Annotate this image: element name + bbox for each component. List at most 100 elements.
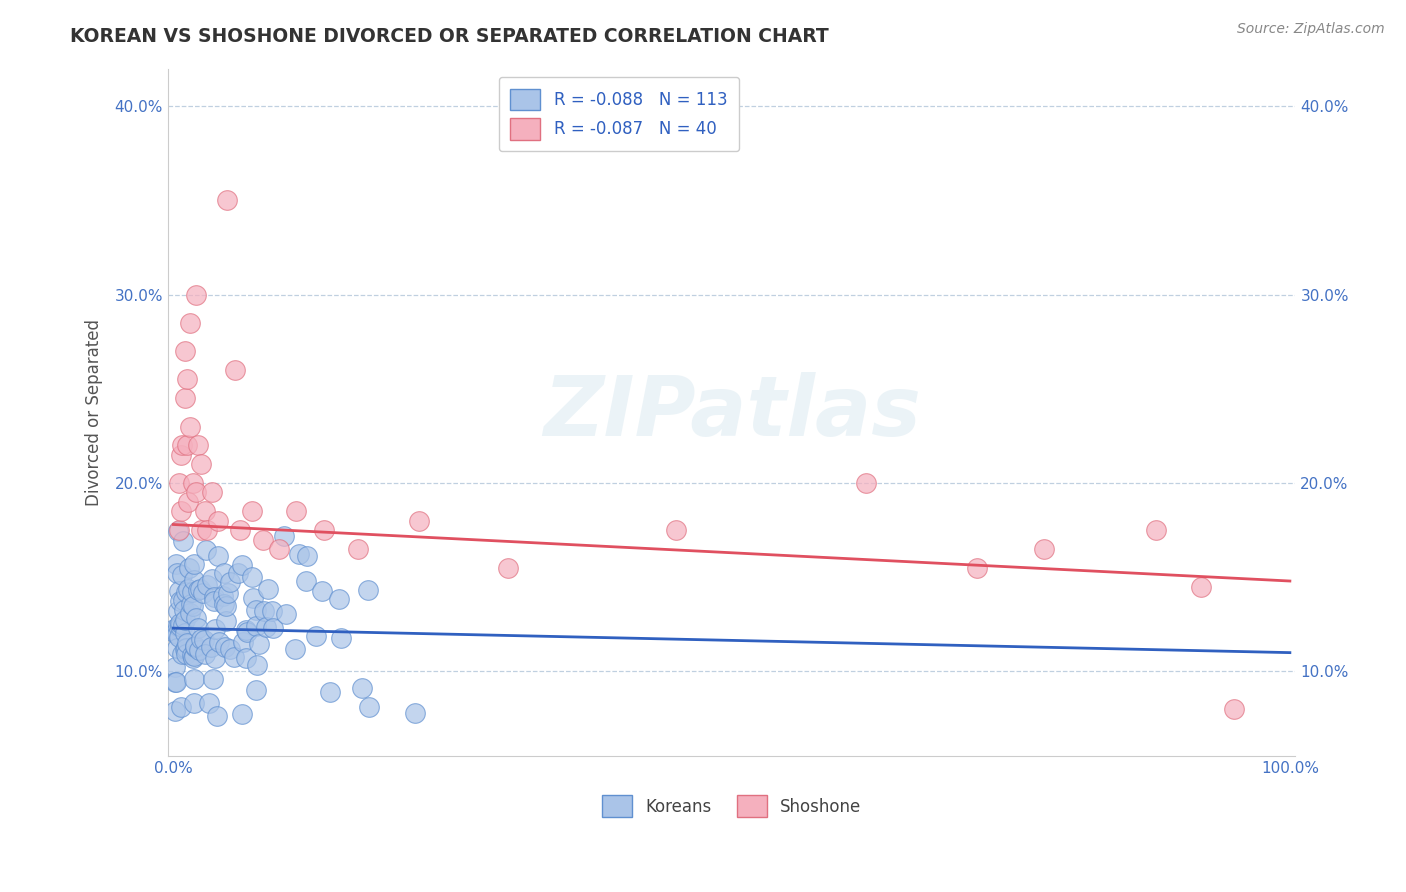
Point [284, 641, 307, 656]
Point [183, 649, 205, 664]
Point [194, 647, 217, 661]
Point [173, 344, 195, 359]
Point [187, 438, 209, 452]
Point [288, 547, 311, 561]
Point [201, 485, 224, 500]
Point [187, 621, 209, 635]
Point [167, 476, 190, 491]
Point [170, 568, 193, 582]
Point [207, 549, 229, 563]
Point [180, 648, 202, 662]
Point [240, 504, 263, 518]
Point [195, 523, 218, 537]
Point [204, 623, 226, 637]
Point [297, 549, 319, 563]
Point [245, 602, 267, 616]
Point [245, 682, 267, 697]
Point [165, 625, 187, 640]
Point [346, 541, 368, 556]
Point [195, 578, 218, 592]
Point [232, 635, 254, 649]
Point [169, 616, 191, 631]
Point [408, 514, 430, 528]
Point [1223, 702, 1246, 716]
Point [855, 476, 877, 491]
Point [179, 419, 201, 434]
Point [170, 448, 193, 462]
Point [330, 632, 353, 646]
Point [176, 636, 198, 650]
Point [173, 391, 195, 405]
Point [242, 591, 264, 605]
Point [235, 623, 257, 637]
Point [665, 523, 688, 537]
Text: ZIPatlas: ZIPatlas [543, 372, 921, 453]
Point [166, 604, 188, 618]
Point [169, 594, 191, 608]
Point [187, 583, 209, 598]
Point [184, 640, 207, 654]
Point [1144, 523, 1167, 537]
Point [198, 696, 221, 710]
Point [183, 558, 205, 572]
Point [319, 685, 342, 699]
Point [498, 561, 520, 575]
Point [166, 566, 188, 581]
Text: Source: ZipAtlas.com: Source: ZipAtlas.com [1237, 22, 1385, 37]
Point [194, 504, 217, 518]
Point [295, 574, 318, 589]
Point [207, 514, 229, 528]
Point [274, 607, 297, 621]
Point [176, 438, 198, 452]
Point [219, 642, 242, 657]
Point [256, 582, 278, 597]
Point [172, 618, 194, 632]
Point [194, 542, 217, 557]
Point [208, 635, 231, 649]
Point [163, 622, 186, 636]
Point [188, 582, 211, 597]
Point [166, 626, 188, 640]
Point [966, 561, 988, 575]
Point [172, 592, 194, 607]
Point [184, 287, 207, 301]
Point [205, 708, 228, 723]
Point [202, 590, 225, 604]
Point [170, 647, 193, 661]
Point [231, 558, 253, 572]
Point [184, 611, 207, 625]
Point [214, 566, 236, 580]
Point [187, 643, 209, 657]
Point [166, 619, 188, 633]
Point [215, 599, 238, 614]
Point [200, 640, 222, 655]
Point [166, 640, 188, 655]
Point [181, 585, 204, 599]
Point [226, 566, 249, 581]
Point [174, 647, 197, 661]
Point [229, 523, 252, 537]
Point [174, 584, 197, 599]
Point [181, 651, 204, 665]
Point [173, 613, 195, 627]
Point [163, 674, 186, 689]
Point [212, 589, 235, 603]
Point [245, 619, 267, 633]
Point [214, 614, 236, 628]
Point [404, 706, 426, 720]
Point [177, 495, 200, 509]
Point [179, 607, 201, 621]
Point [176, 372, 198, 386]
Point [179, 561, 201, 575]
Point [273, 529, 295, 543]
Point [311, 583, 333, 598]
Point [174, 640, 197, 655]
Point [215, 194, 238, 208]
Point [357, 700, 380, 714]
Point [165, 704, 187, 718]
Point [183, 574, 205, 588]
Point [240, 570, 263, 584]
Point [165, 675, 187, 690]
Point [190, 523, 212, 537]
Point [173, 626, 195, 640]
